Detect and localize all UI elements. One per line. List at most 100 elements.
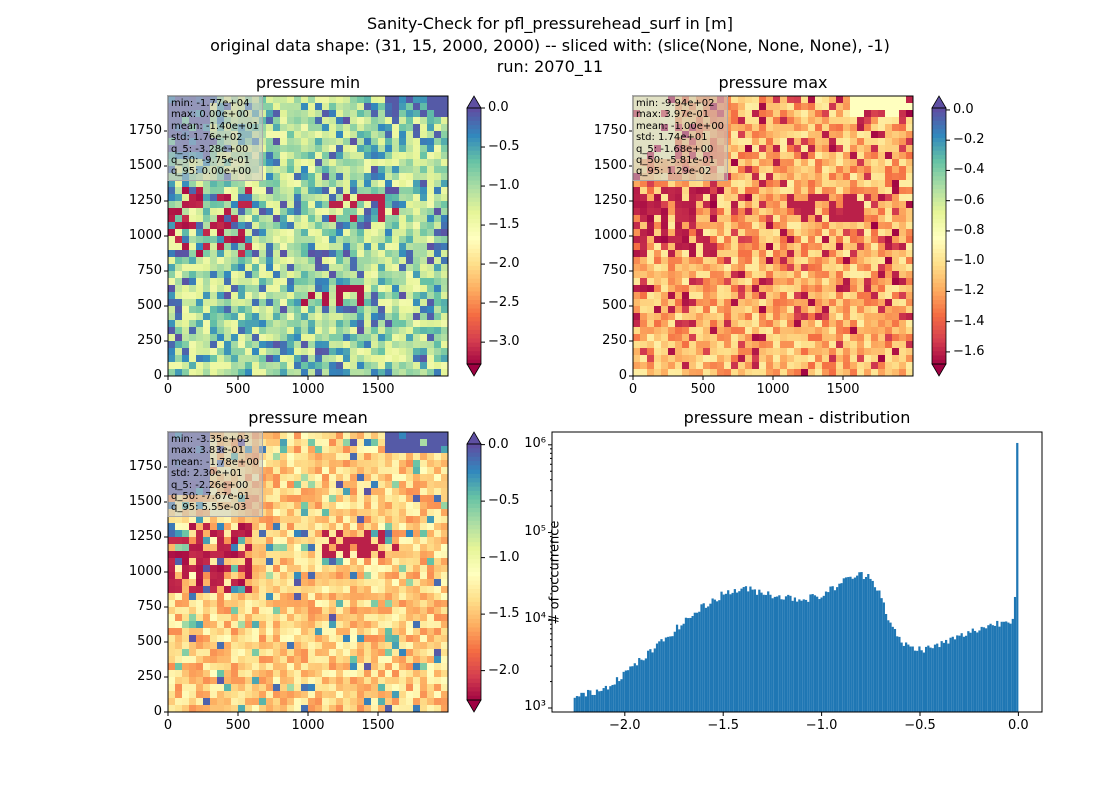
heatmap-cell [689, 264, 696, 271]
heatmap-cell [329, 145, 336, 152]
heatmap-cell [801, 208, 808, 215]
heatmap-cell [224, 565, 231, 572]
heatmap-cell [808, 250, 815, 257]
heatmap-cell [427, 516, 434, 523]
heatmap-cell [717, 187, 724, 194]
heatmap-cell [836, 110, 843, 117]
heatmap-cell [906, 180, 913, 187]
heatmap-cell [259, 348, 266, 355]
heatmap-cell [773, 334, 780, 341]
heatmap-cell [385, 243, 392, 250]
heatmap-cell [273, 698, 280, 705]
heatmap-cell [210, 593, 217, 600]
heatmap-cell [273, 124, 280, 131]
heatmap-cell [766, 201, 773, 208]
heatmap-cell [420, 558, 427, 565]
heatmap-cell [343, 362, 350, 369]
heatmap-cell [385, 208, 392, 215]
heatmap-cell [885, 355, 892, 362]
heatmap-cell [675, 320, 682, 327]
heatmap-cell [385, 481, 392, 488]
heatmap-cell [378, 691, 385, 698]
colorbar-segment [932, 257, 946, 263]
heatmap-cell [329, 467, 336, 474]
heatmap-cell [434, 432, 441, 439]
heatmap-cell [899, 152, 906, 159]
heatmap-cell [308, 285, 315, 292]
heatmap-cell [878, 215, 885, 222]
heatmap-cell [413, 215, 420, 222]
heatmap-cell [899, 173, 906, 180]
heatmap-cell [329, 320, 336, 327]
heatmap-cell [689, 187, 696, 194]
heatmap-cell [413, 299, 420, 306]
heatmap-cell [217, 257, 224, 264]
heatmap-cell [399, 208, 406, 215]
heatmap-cell [843, 292, 850, 299]
heatmap-cell [413, 271, 420, 278]
heatmap-cell [196, 579, 203, 586]
heatmap-cell [273, 348, 280, 355]
heatmap-cell [399, 523, 406, 530]
heatmap-cell [724, 341, 731, 348]
heatmap-cell [203, 530, 210, 537]
heatmap-cell [836, 159, 843, 166]
heatmap-cell [441, 222, 448, 229]
heatmap-cell [752, 243, 759, 250]
heatmap-cell [399, 488, 406, 495]
heatmap-cell [710, 180, 717, 187]
heatmap-cell [203, 215, 210, 222]
heatmap-cell [329, 159, 336, 166]
heatmap-cell [385, 117, 392, 124]
heatmap-cell [399, 446, 406, 453]
heatmap-cell [301, 306, 308, 313]
heatmap-cell [231, 369, 238, 376]
heatmap-cell [434, 313, 441, 320]
heatmap-cell [434, 369, 441, 376]
heatmap-cell [441, 117, 448, 124]
heatmap-cell [357, 320, 364, 327]
heatmap-cell [815, 215, 822, 222]
heatmap-cell [350, 355, 357, 362]
heatmap-cell [245, 285, 252, 292]
heatmap-cell [371, 481, 378, 488]
heatmap-cell [878, 362, 885, 369]
heatmap-cell [794, 341, 801, 348]
heatmap-cell [245, 635, 252, 642]
heatmap-cell [294, 523, 301, 530]
heatmap-cell [210, 670, 217, 677]
heatmap-cell [780, 145, 787, 152]
heatmap-cell [175, 558, 182, 565]
heatmap-cell [378, 236, 385, 243]
heatmap-cell [357, 124, 364, 131]
heatmap-cell [794, 208, 801, 215]
heatmap-cell [668, 250, 675, 257]
heatmap-cell [364, 187, 371, 194]
heatmap-cell [315, 600, 322, 607]
heatmap-cell [308, 138, 315, 145]
heatmap-cell [441, 523, 448, 530]
heatmap-cell [231, 614, 238, 621]
heatmap-cell [675, 250, 682, 257]
heatmap-cell [850, 334, 857, 341]
colorbar-segment [467, 240, 481, 246]
heatmap-cell [850, 313, 857, 320]
heatmap-cell [378, 439, 385, 446]
heatmap-cell [392, 215, 399, 222]
heatmap-cell [322, 341, 329, 348]
heatmap-cell [787, 250, 794, 257]
heatmap-cell [238, 362, 245, 369]
heatmap-cell [203, 663, 210, 670]
heatmap-cell [710, 236, 717, 243]
heatmap-cell [315, 222, 322, 229]
heatmap-cell [329, 495, 336, 502]
heatmap-cell [731, 201, 738, 208]
colorbar-segment [932, 231, 946, 237]
heatmap-cell [850, 236, 857, 243]
heatmap-cell [434, 362, 441, 369]
heatmap-cell [371, 152, 378, 159]
heatmap-cell [357, 208, 364, 215]
heatmap-cell [864, 341, 871, 348]
heatmap-cell [280, 509, 287, 516]
heatmap-cell [892, 173, 899, 180]
